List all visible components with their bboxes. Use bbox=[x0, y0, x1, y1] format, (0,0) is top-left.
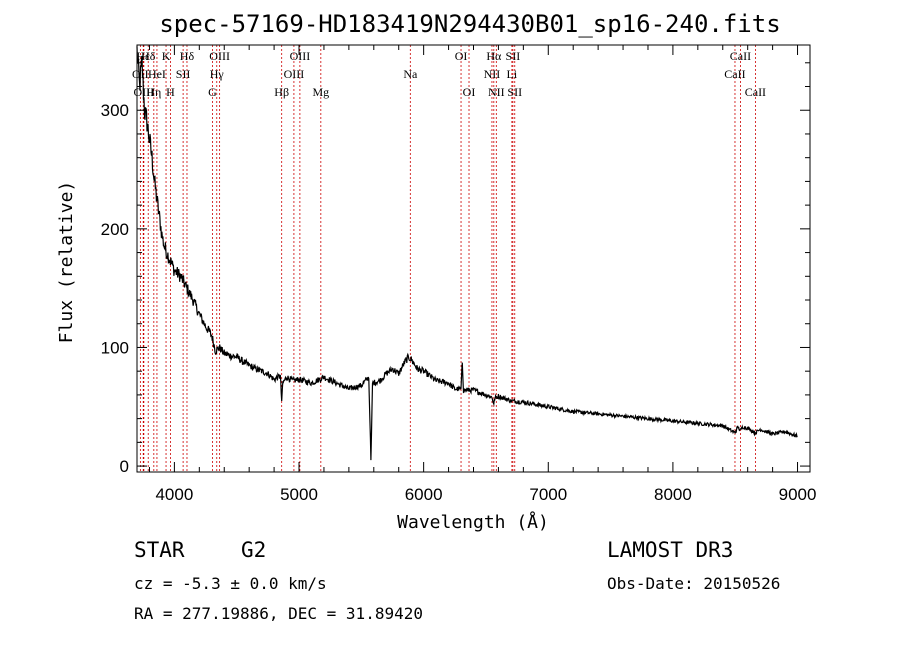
spectral-line-label: Hγ bbox=[210, 67, 225, 81]
spectral-line-label: Hε bbox=[136, 49, 150, 63]
x-tick-label: 8000 bbox=[654, 485, 692, 504]
spectral-line-label: OIII bbox=[290, 49, 311, 63]
y-tick-label: 300 bbox=[101, 101, 129, 120]
chart-title: spec-57169-HD183419N294430B01_sp16-240.f… bbox=[159, 10, 780, 38]
spectral-line-label: CaII bbox=[724, 67, 745, 81]
spectral-line-label: Na bbox=[403, 67, 418, 81]
spectrum-series-line bbox=[136, 46, 798, 461]
x-tick-label: 9000 bbox=[779, 485, 817, 504]
x-tick-label: 5000 bbox=[280, 485, 318, 504]
spectral-line-label: K bbox=[162, 49, 171, 63]
spectral-line-label: Hδ bbox=[180, 49, 195, 63]
coordinates-readout: RA = 277.19886, DEC = 31.89420 bbox=[134, 604, 423, 623]
spectral-line-label: Mg bbox=[312, 85, 329, 99]
spectral-line-label: G bbox=[208, 85, 217, 99]
spectral-line-label: Hη bbox=[146, 85, 161, 99]
plot-frame bbox=[136, 44, 811, 473]
y-tick-label: 200 bbox=[101, 220, 129, 239]
spectral-line-label: Li bbox=[507, 67, 518, 81]
object-class: STAR bbox=[134, 538, 185, 562]
x-axis-title: Wavelength (Å) bbox=[397, 511, 549, 533]
spectral-line-label: Hδ bbox=[141, 49, 156, 63]
spectral-line-label: NII bbox=[484, 67, 501, 81]
survey-name: LAMOST DR3 bbox=[607, 538, 733, 562]
y-axis-title: Flux (relative) bbox=[56, 181, 77, 344]
spectral-lines bbox=[139, 45, 756, 472]
spectral-line-label: HeI bbox=[148, 67, 166, 81]
spectral-line-label: SII bbox=[507, 85, 522, 99]
spectral-line-label: SII bbox=[506, 49, 521, 63]
spectral-line-label: OIII bbox=[209, 49, 230, 63]
spectral-line-label: Hα bbox=[486, 49, 502, 63]
obs-date: Obs-Date: 20150526 bbox=[607, 574, 780, 593]
object-subclass: G2 bbox=[241, 538, 266, 562]
x-tick-label: 4000 bbox=[155, 485, 193, 504]
spectral-line-label: Hβ bbox=[274, 85, 289, 99]
axis-ticks: 4000 5000 6000 7000 8000 9000 0 100 200 300 bbox=[101, 45, 817, 504]
spectral-line-label: OI bbox=[455, 49, 468, 63]
spectral-line-label: OIII bbox=[284, 67, 305, 81]
redshift-readout: cz = -5.3 ± 0.0 km/s bbox=[134, 574, 327, 593]
spectral-line-label: CaII bbox=[730, 49, 751, 63]
spectral-line-label: CaII bbox=[745, 85, 766, 99]
y-tick-label: 0 bbox=[120, 457, 129, 476]
spectral-line-label: H bbox=[166, 85, 175, 99]
y-tick-label: 100 bbox=[101, 338, 129, 357]
spectral-line-label: SII bbox=[176, 67, 191, 81]
spectral-line-label: OI bbox=[463, 85, 476, 99]
spectral-line-label: NII bbox=[488, 85, 505, 99]
x-tick-label: 7000 bbox=[529, 485, 567, 504]
x-tick-label: 6000 bbox=[405, 485, 443, 504]
